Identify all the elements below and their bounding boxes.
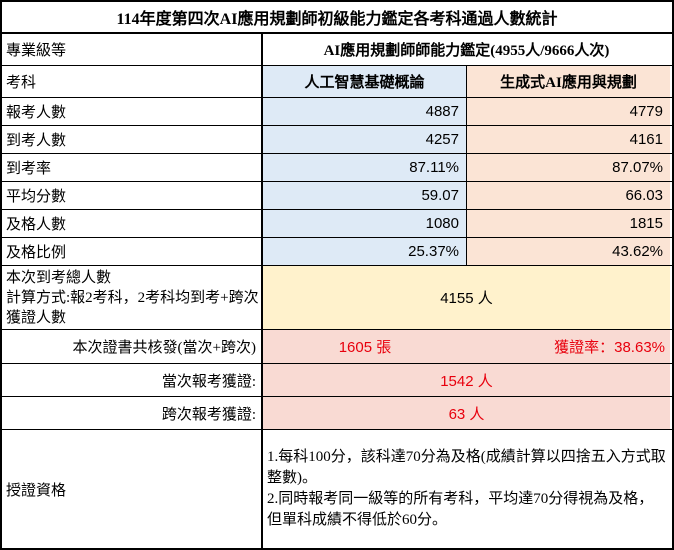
qualification-rule-1: 1.每科100分，該科達70分為及格(成績計算以四捨五入方式取整數)。: [267, 449, 666, 486]
total-attended-label-line2: 計算方式:報2考科，2考科均到考+跨次獲證人數: [6, 289, 259, 326]
row-label: 平均分數: [2, 182, 263, 209]
cross-session-value: 63 人: [263, 397, 670, 429]
value-column-b: 4161: [467, 126, 670, 153]
value-column-a: 1080: [263, 210, 467, 237]
value-column-a: 87.11%: [263, 154, 467, 181]
table-title-row: 114年度第四次AI應用規劃師初級能力鑑定各考科通過人數統計: [2, 2, 672, 34]
current-session-value: 1542 人: [263, 364, 670, 396]
certificates-issued-cell: 1605 張 獲證率：38.63%: [263, 330, 670, 363]
qualification-rules: 1.每科100分，該科達70分為及格(成績計算以四捨五入方式取整數)。 2.同時…: [263, 430, 670, 548]
row-label: 及格人數: [2, 210, 263, 237]
table-row-attendance-rate: 到考率 87.11% 87.07%: [2, 154, 672, 182]
certification-rate: 獲證率：38.63%: [554, 339, 665, 356]
value-column-b: 87.07%: [467, 154, 670, 181]
total-attended-label-line1: 本次到考總人數: [6, 269, 112, 286]
table-row-pass-ratio: 及格比例 25.37% 43.62%: [2, 238, 672, 266]
certificates-issued-row: 本次證書共核發(當次+跨次) 1605 張 獲證率：38.63%: [2, 330, 672, 364]
level-label: 專業級等: [2, 34, 263, 65]
value-column-b: 1815: [467, 210, 670, 237]
qualification-label: 授證資格: [2, 430, 263, 548]
level-value: AI應用規劃師師能力鑑定(4955人/9666人次): [323, 43, 610, 59]
table-row-passed-count: 及格人數 1080 1815: [2, 210, 672, 238]
table-title: 114年度第四次AI應用規劃師初級能力鑑定各考科通過人數統計: [116, 11, 558, 28]
table-row-attended: 到考人數 4257 4161: [2, 126, 672, 154]
value-column-a: 59.07: [263, 182, 467, 209]
cross-session-label: 跨次報考獲證:: [2, 397, 263, 429]
value-column-b: 66.03: [467, 182, 670, 209]
row-label: 及格比例: [2, 238, 263, 265]
table-row-average-score: 平均分數 59.07 66.03: [2, 182, 672, 210]
subject-column-a-header: 人工智慧基礎概論: [263, 66, 467, 97]
qualification-row: 授證資格 1.每科100分，該科達70分為及格(成績計算以四捨五入方式取整數)。…: [2, 430, 672, 548]
certificates-issued-value: 1605 張: [338, 339, 392, 356]
total-attended-label: 本次到考總人數 計算方式:報2考科，2考科均到考+跨次獲證人數: [2, 266, 263, 329]
cross-session-certified-row: 跨次報考獲證: 63 人: [2, 397, 672, 430]
value-column-a: 4887: [263, 98, 467, 125]
total-attended-value: 4155 人: [263, 266, 670, 329]
row-label: 報考人數: [2, 98, 263, 125]
row-label: 到考率: [2, 154, 263, 181]
level-row: 專業級等 AI應用規劃師師能力鑑定(4955人/9666人次): [2, 34, 672, 66]
table-row-registered: 報考人數 4887 4779: [2, 98, 672, 126]
subject-header-row: 考科 人工智慧基礎概論 生成式AI應用與規劃: [2, 66, 672, 98]
value-column-a: 25.37%: [263, 238, 467, 265]
value-column-a: 4257: [263, 126, 467, 153]
value-column-b: 43.62%: [467, 238, 670, 265]
certificates-issued-label: 本次證書共核發(當次+跨次): [2, 330, 263, 363]
subject-column-b-header: 生成式AI應用與規劃: [467, 66, 670, 97]
current-session-label: 當次報考獲證:: [2, 364, 263, 396]
current-session-certified-row: 當次報考獲證: 1542 人: [2, 364, 672, 397]
total-attended-row: 本次到考總人數 計算方式:報2考科，2考科均到考+跨次獲證人數 4155 人: [2, 266, 672, 330]
qualification-rule-2: 2.同時報考同一級等的所有考科，平均達70分得視為及格，但單科成績不得低於60分…: [267, 491, 654, 528]
subject-label: 考科: [2, 66, 263, 97]
row-label: 到考人數: [2, 126, 263, 153]
value-column-b: 4779: [467, 98, 670, 125]
